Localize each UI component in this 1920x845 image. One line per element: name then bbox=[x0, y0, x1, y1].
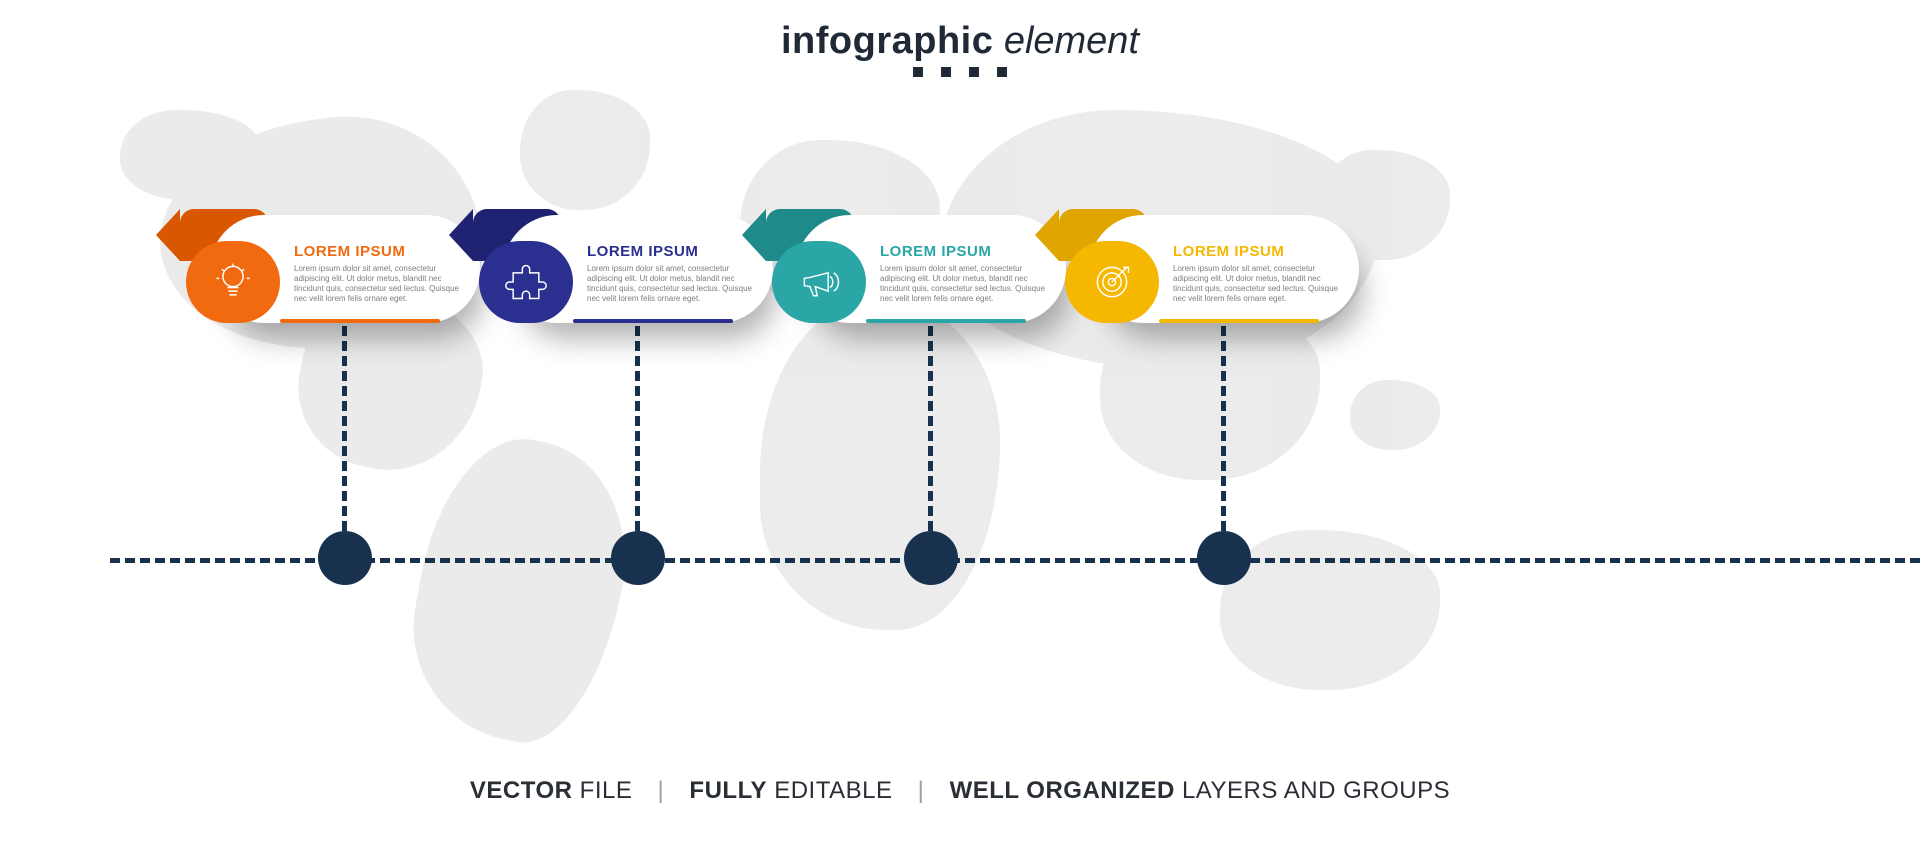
card-1-icon-badge bbox=[186, 241, 280, 323]
stage: infographic element LOREM IPSUM Lorem bbox=[0, 0, 1920, 845]
card-1: LOREM IPSUM Lorem ipsum dolor sit amet, … bbox=[210, 215, 480, 323]
title-word2: element bbox=[1004, 20, 1139, 62]
card-1-title: LOREM IPSUM bbox=[294, 243, 460, 260]
card-2-underline bbox=[573, 319, 733, 323]
target-icon bbox=[1090, 260, 1134, 304]
card-3: LOREM IPSUM Lorem ipsum dolor sit amet, … bbox=[796, 215, 1066, 323]
puzzle-icon bbox=[504, 260, 548, 304]
footer-part-1-rest: FILE bbox=[572, 777, 632, 804]
footer-part-3-rest: LAYERS AND GROUPS bbox=[1175, 777, 1450, 804]
card-3-title: LOREM IPSUM bbox=[880, 243, 1046, 260]
card-2-title: LOREM IPSUM bbox=[587, 243, 753, 260]
title-decor-squares bbox=[0, 67, 1920, 77]
footer: VECTOR FILE | FULLY EDITABLE | WELL ORGA… bbox=[0, 777, 1920, 805]
card-4: LOREM IPSUM Lorem ipsum dolor sit amet, … bbox=[1089, 215, 1359, 323]
card-4-icon-badge bbox=[1065, 241, 1159, 323]
card-3-underline bbox=[866, 319, 1026, 323]
card-4-title: LOREM IPSUM bbox=[1173, 243, 1339, 260]
card-1-underline bbox=[280, 319, 440, 323]
card-2: LOREM IPSUM Lorem ipsum dolor sit amet, … bbox=[503, 215, 773, 323]
card-2-body: Lorem ipsum dolor sit amet, consectetur … bbox=[587, 264, 753, 304]
card-4-underline bbox=[1159, 319, 1319, 323]
card-3-body: Lorem ipsum dolor sit amet, consectetur … bbox=[880, 264, 1046, 304]
card-4-body: Lorem ipsum dolor sit amet, consectetur … bbox=[1173, 264, 1339, 304]
footer-sep-1: | bbox=[658, 777, 665, 804]
footer-part-3-bold: WELL ORGANIZED bbox=[950, 777, 1175, 804]
card-3-icon-badge bbox=[772, 241, 866, 323]
world-map-bg bbox=[0, 0, 1920, 845]
footer-part-1-bold: VECTOR bbox=[470, 777, 573, 804]
footer-part-2-bold: FULLY bbox=[689, 777, 767, 804]
megaphone-icon bbox=[797, 260, 841, 304]
card-1-body: Lorem ipsum dolor sit amet, consectetur … bbox=[294, 264, 460, 304]
timeline-axis bbox=[110, 558, 1920, 563]
footer-part-2-rest: EDITABLE bbox=[767, 777, 892, 804]
footer-sep-2: | bbox=[918, 777, 925, 804]
lightbulb-icon bbox=[211, 260, 255, 304]
card-2-icon-badge bbox=[479, 241, 573, 323]
title: infographic element bbox=[0, 20, 1920, 77]
title-word1: infographic bbox=[781, 20, 993, 62]
